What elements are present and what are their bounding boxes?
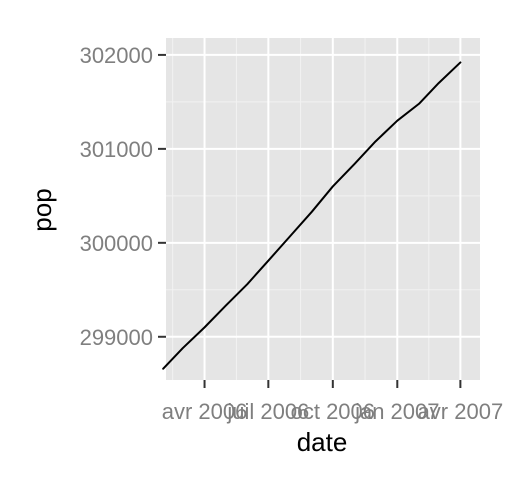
series-layer: [162, 61, 462, 370]
grid-lines: [166, 38, 480, 380]
x-tick-label: oct 2006: [291, 399, 375, 424]
y-tick-label: 300000: [80, 231, 153, 256]
y-tick-label: 302000: [80, 43, 153, 68]
x-axis-title: date: [297, 427, 348, 457]
y-tick-label: 301000: [80, 137, 153, 162]
y-axis-title: pop: [27, 188, 57, 231]
x-tick-label: jan 2007: [354, 399, 439, 424]
x-tick-label: avr 2006: [162, 399, 248, 424]
x-tick-label: avr 2007: [418, 399, 504, 424]
y-tick-label: 299000: [80, 325, 153, 350]
x-tick-label: juil 2006: [226, 399, 309, 424]
series-line: [162, 61, 462, 370]
